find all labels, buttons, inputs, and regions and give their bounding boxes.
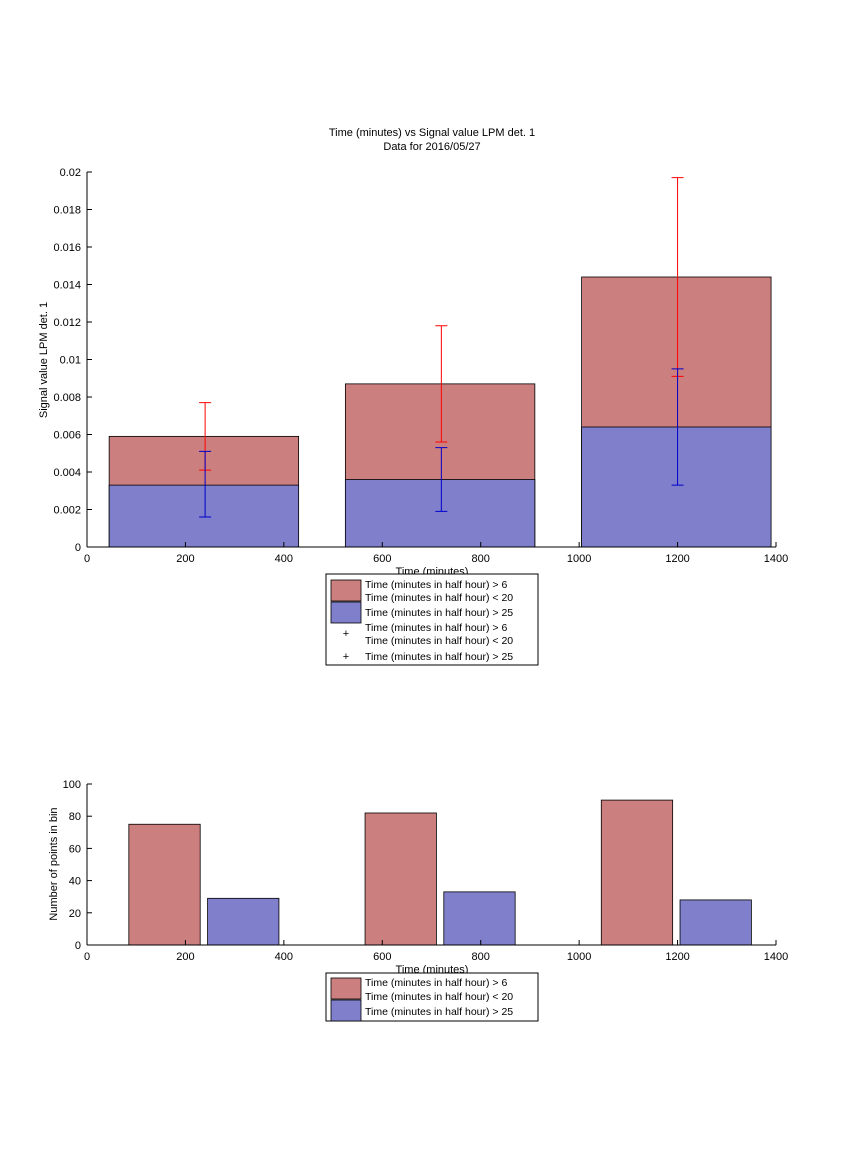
- y-tick-label: 0.002: [53, 505, 81, 517]
- y-tick-label: 80: [69, 811, 81, 823]
- x-tick-label: 200: [176, 951, 194, 963]
- y-tick-label: 0: [75, 542, 81, 554]
- y-tick-label: 100: [63, 779, 81, 791]
- x-tick-label: 400: [275, 553, 293, 565]
- bar: [364, 812, 437, 946]
- chart-title: Time (minutes) vs Signal value LPM det. …: [329, 127, 535, 139]
- legend: Time (minutes in half hour) > 6 Time (mi…: [325, 972, 539, 1022]
- y-tick-label: 0.016: [53, 242, 81, 254]
- y-tick-label: 0.014: [53, 280, 81, 292]
- bar: [443, 891, 516, 946]
- y-tick-label: 20: [69, 908, 81, 920]
- legend-entry: Time (minutes in half hour) > 25: [365, 651, 513, 663]
- legend-entry: Time (minutes in half hour) < 20: [365, 635, 513, 647]
- y-tick-label: 0.012: [53, 317, 81, 329]
- y-axis-label: Number of points in bin: [48, 807, 60, 920]
- legend-entry: Time (minutes in half hour) > 6: [365, 622, 507, 634]
- y-tick-label: 0.008: [53, 392, 81, 404]
- x-tick-label: 1000: [567, 553, 591, 565]
- y-axis-label: Signal value LPM det. 1: [38, 302, 50, 418]
- y-tick-label: 0.004: [53, 467, 81, 479]
- bar: [600, 799, 674, 946]
- y-tick-label: 0: [75, 940, 81, 952]
- legend-entry: Time (minutes in half hour) < 20: [365, 991, 513, 1003]
- signal-chart: Time (minutes) vs Signal value LPM det. …: [38, 127, 788, 666]
- legend-entry: Time (minutes in half hour) > 6: [365, 977, 507, 989]
- x-tick-label: 1200: [665, 951, 689, 963]
- legend-swatch-blue: [330, 999, 362, 1022]
- legend-entry: Time (minutes in half hour) < 20: [365, 592, 513, 604]
- bar: [207, 897, 280, 946]
- x-tick-label: 1000: [567, 951, 591, 963]
- bars-layer: [108, 276, 772, 548]
- x-tick-label: 400: [275, 951, 293, 963]
- y-tick-label: 0.01: [60, 355, 81, 367]
- bar: [128, 823, 201, 946]
- chart-subtitle: Data for 2016/05/27: [383, 141, 480, 153]
- y-tick-label: 0.006: [53, 430, 81, 442]
- legend-swatch-red: [330, 579, 362, 602]
- x-tick-label: 800: [472, 951, 490, 963]
- bar: [581, 426, 772, 548]
- bar: [108, 484, 300, 548]
- x-tick-label: 1400: [764, 553, 788, 565]
- x-tick-label: 0: [84, 553, 90, 565]
- y-tick-label: 0.018: [53, 205, 81, 217]
- x-tick-label: 1200: [665, 553, 689, 565]
- y-tick-label: 0.02: [60, 167, 81, 179]
- error-bars-layer: [199, 177, 684, 518]
- legend-marker-red: +: [343, 628, 349, 640]
- legend-entry: Time (minutes in half hour) > 25: [365, 607, 513, 619]
- bar: [344, 479, 536, 548]
- x-tick-label: 800: [472, 553, 490, 565]
- x-tick-label: 600: [373, 553, 391, 565]
- x-tick-label: 600: [373, 951, 391, 963]
- legend-swatch-blue: [330, 601, 362, 624]
- axes: 0 200 400 600 800 1000 1200 1400 0 20 40 60 80 100: [63, 779, 789, 963]
- legend-marker-blue: +: [343, 651, 349, 663]
- legend: Time (minutes in half hour) > 6 Time (mi…: [325, 573, 539, 666]
- x-tick-label: 0: [84, 951, 90, 963]
- legend-swatch-red: [330, 977, 362, 1000]
- x-tick-label: 200: [176, 553, 194, 565]
- count-chart: 0 200 400 600 800 1000 1200 1400 0 20 40 60 80 100 Ti…: [48, 779, 789, 1022]
- bars-layer: [128, 799, 752, 946]
- y-tick-label: 40: [69, 876, 81, 888]
- y-tick-label: 60: [69, 843, 81, 855]
- legend-entry: Time (minutes in half hour) > 6: [365, 579, 507, 591]
- bar: [679, 899, 752, 946]
- axes: 0 200 400 600 800 1000 1200 1400 0 0.002 0.004 0.00…: [53, 167, 788, 565]
- legend-entry: Time (minutes in half hour) > 25: [365, 1006, 513, 1018]
- x-tick-label: 1400: [764, 951, 788, 963]
